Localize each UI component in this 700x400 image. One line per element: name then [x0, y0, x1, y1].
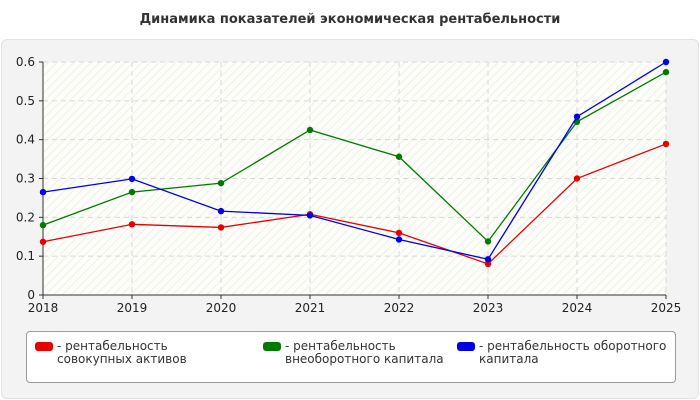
data-point-series-1: [662, 68, 670, 76]
data-point-series-1: [395, 153, 403, 160]
data-point-series-0: [662, 140, 670, 148]
data-point-series-1: [128, 188, 136, 196]
x-tick-label: 2024: [562, 301, 593, 315]
legend-label: - рентабельность совокупных активов: [57, 339, 187, 366]
y-tick-label: 0.3: [16, 172, 35, 186]
chart-title: Динамика показателей экономическая рента…: [139, 12, 561, 27]
data-point-series-0: [217, 224, 225, 231]
x-tick-label: 2020: [206, 301, 237, 315]
y-tick-label: 0.4: [16, 133, 35, 147]
data-point-series-2: [484, 256, 492, 263]
y-tick-label: 0.1: [16, 249, 35, 263]
data-point-series-0: [39, 238, 47, 245]
legend-swatch-green: [263, 342, 281, 351]
data-point-series-1: [306, 126, 314, 134]
y-tick-label: 0: [27, 288, 35, 302]
data-point-series-0: [395, 229, 403, 237]
x-tick-label: 2019: [117, 301, 148, 315]
y-tick-label: 0.2: [16, 210, 35, 224]
legend-swatch-blue: [457, 342, 475, 351]
x-tick-label: 2025: [651, 301, 682, 315]
data-point-series-2: [573, 113, 581, 120]
data-point-series-2: [217, 207, 225, 215]
data-point-series-2: [39, 188, 47, 196]
x-tick-label: 2021: [295, 301, 326, 315]
data-point-series-2: [662, 58, 670, 66]
series-line-0: [42, 143, 667, 265]
data-point-series-0: [484, 260, 492, 268]
data-point-series-2: [128, 175, 136, 183]
legend-swatch-red: [35, 342, 53, 351]
legend-label: - рентабельность оборотного капитала: [479, 339, 667, 366]
series-line-1: [42, 71, 667, 243]
series-line-2: [42, 61, 667, 261]
y-tick-label: 0.5: [16, 94, 35, 108]
x-tick-label: 2022: [384, 301, 415, 315]
legend: - рентабельность совокупных активов - ре…: [26, 331, 676, 383]
data-point-series-0: [128, 221, 136, 228]
data-point-series-2: [306, 212, 314, 219]
y-tick-label: 0.6: [16, 55, 35, 69]
data-point-series-1: [484, 238, 492, 245]
data-point-series-1: [39, 221, 47, 229]
x-tick-label: 2018: [28, 301, 59, 315]
data-point-series-2: [395, 236, 403, 243]
legend-label: - рентабельность внеоборотного капитала: [285, 339, 444, 366]
data-point-series-1: [217, 179, 225, 187]
data-point-series-0: [573, 175, 581, 182]
x-tick-label: 2023: [473, 301, 504, 315]
